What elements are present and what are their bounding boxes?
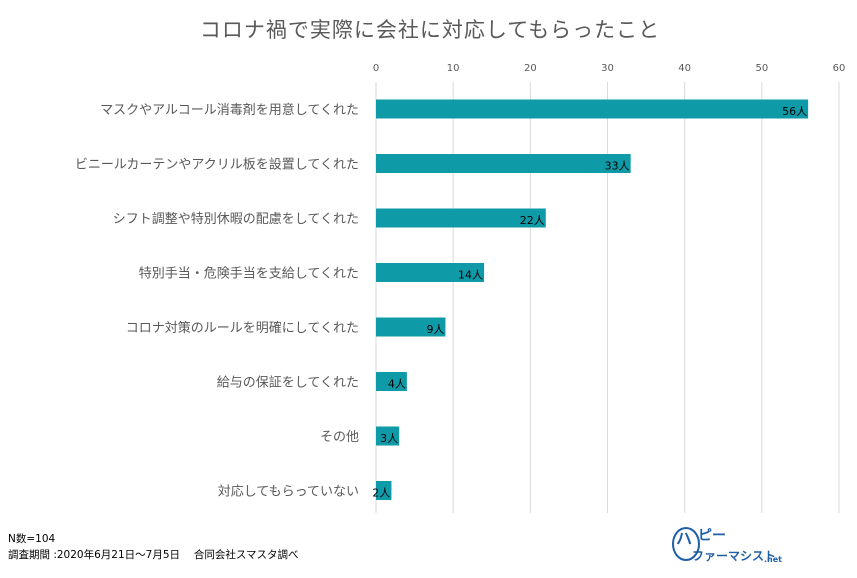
happy-pharmacist-logo: ハ ピー ファーマシスト .net	[672, 527, 782, 564]
bar	[376, 154, 631, 173]
category-label: マスクやアルコール消毒剤を用意してくれた	[100, 102, 359, 118]
data-label: 2人	[372, 487, 390, 500]
chart-title: コロナ禍で実際に会社に対応してもらったこと	[200, 18, 660, 42]
x-tick-label: 40	[678, 63, 691, 74]
x-tick-label: 30	[601, 63, 614, 74]
bar	[376, 372, 407, 391]
x-tick-label: 20	[524, 63, 537, 74]
x-tick-label: 10	[447, 63, 460, 74]
sample-size-note: N数=104	[8, 533, 56, 545]
x-tick-label: 60	[833, 63, 846, 74]
data-label: 56人	[782, 105, 807, 118]
svg-text:ピー: ピー	[698, 528, 726, 544]
bar	[376, 426, 400, 446]
bar	[376, 208, 546, 228]
bar	[376, 99, 809, 119]
category-label: ビニールカーテンやアクリル板を設置してくれた	[75, 157, 359, 173]
survey-period-note: 調査期間 :2020年6月21日～7月5日 合同会社スマスタ調べ	[8, 549, 299, 561]
data-label: 22人	[520, 214, 545, 227]
data-label: 3人	[380, 432, 398, 445]
svg-text:.net: .net	[764, 555, 782, 564]
category-label: 対応してもらっていない	[218, 485, 359, 500]
bar	[376, 317, 446, 337]
bar	[376, 263, 485, 282]
data-label: 9人	[426, 323, 444, 336]
svg-text:ファーマシスト: ファーマシスト	[692, 549, 776, 563]
x-tick-label: 50	[755, 63, 768, 74]
category-label: シフト調整や特別休暇の配慮をしてくれた	[113, 212, 359, 227]
category-label: 特別手当・危険手当を支給してくれた	[139, 267, 359, 282]
data-label: 14人	[458, 269, 483, 282]
bar	[376, 481, 392, 500]
data-label: 4人	[388, 378, 406, 391]
data-label: 33人	[605, 160, 630, 173]
x-tick-label: 0	[373, 63, 379, 74]
svg-text:ハ: ハ	[676, 529, 692, 548]
category-label: コロナ対策のルールを明確にしてくれた	[126, 320, 359, 336]
category-label: 給与の保証をしてくれた	[217, 376, 359, 391]
category-label: その他	[320, 430, 359, 445]
